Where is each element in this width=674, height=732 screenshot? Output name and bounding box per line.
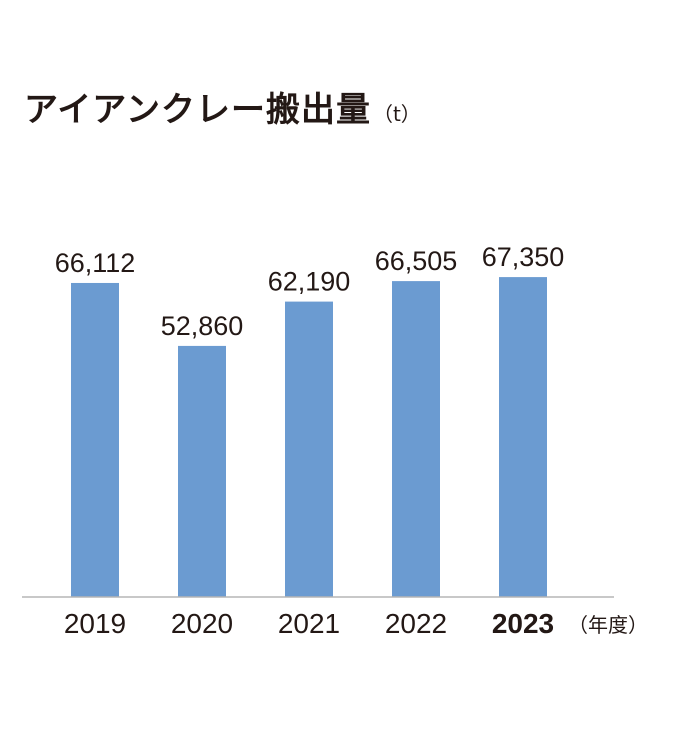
- x-tick-label-2021: 2021: [278, 608, 340, 639]
- bar-2021: [285, 301, 333, 597]
- bar-2020: [178, 345, 226, 597]
- bar-2019: [71, 282, 119, 597]
- value-label-2019: 66,112: [55, 248, 136, 278]
- x-tick-label-2022: 2022: [385, 608, 447, 639]
- value-label-2020: 52,860: [161, 311, 244, 341]
- x-tick-label-2019: 2019: [64, 608, 126, 639]
- bar-group: [71, 277, 547, 597]
- bar-2023: [499, 277, 547, 597]
- chart-title-text: アイアンクレー搬出量: [24, 90, 371, 130]
- value-label-2021: 62,190: [268, 267, 351, 297]
- chart-title: アイアンクレー搬出量 （t）: [24, 82, 421, 131]
- bar-2022: [392, 281, 440, 597]
- value-label-2023: 67,350: [482, 242, 565, 272]
- x-tick-label-2020: 2020: [171, 608, 233, 639]
- x-axis-unit: （年度）: [568, 613, 648, 637]
- x-tick-group: 2019 2020 2021 2022 2023: [64, 608, 554, 639]
- chart-unit-label: （t）: [372, 102, 421, 126]
- x-tick-label-2023: 2023: [492, 608, 554, 639]
- value-label-group: 66,112 52,860 62,190 66,505 67,350: [55, 242, 565, 341]
- value-label-2022: 66,505: [375, 246, 458, 276]
